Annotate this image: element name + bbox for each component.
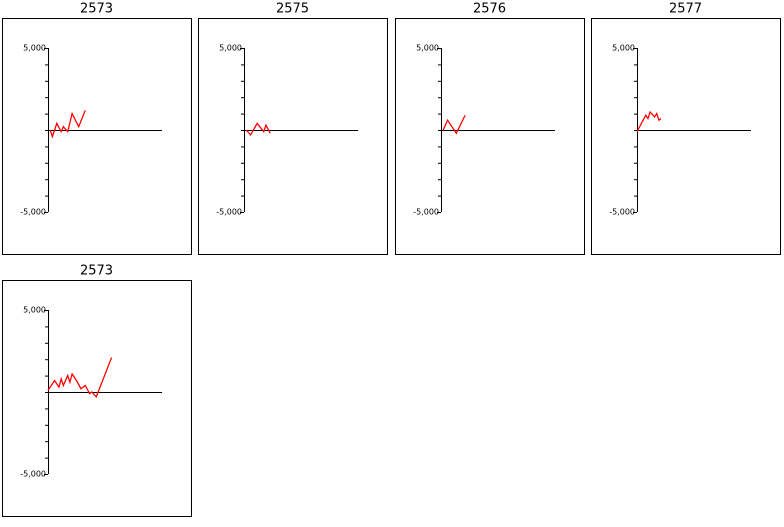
- series-line: [47, 357, 113, 399]
- series-line: [49, 110, 86, 139]
- series-line: [442, 114, 466, 135]
- y-tick-label: -5,000: [20, 208, 46, 217]
- panel-title: 2575: [276, 2, 309, 17]
- series-line: [245, 122, 271, 137]
- y-tick-label: 5,000: [219, 44, 242, 53]
- panel: 2577 5,000 -5,000: [591, 2, 781, 255]
- panel-title: 2573: [80, 264, 113, 279]
- y-tick-label: 5,000: [612, 44, 635, 53]
- panel: 2576 5,000 -5,000: [395, 2, 585, 255]
- panel: 2573 5,000 -5,000: [2, 264, 192, 517]
- panel-frame: [2, 280, 192, 517]
- panel-title: 2573: [80, 2, 113, 17]
- panel-frame: [2, 18, 192, 255]
- y-tick-label: -5,000: [216, 208, 242, 217]
- panel-title: 2576: [473, 2, 506, 17]
- y-tick-label: -5,000: [20, 470, 46, 479]
- panel-title: 2577: [669, 2, 702, 17]
- series-line: [636, 110, 662, 132]
- panel-frame: [198, 18, 388, 255]
- panel-frame: [591, 18, 781, 255]
- panel: 2575 5,000 -5,000: [198, 2, 388, 255]
- y-tick-label: 5,000: [23, 44, 46, 53]
- y-tick-label: 5,000: [416, 44, 439, 53]
- y-tick-label: -5,000: [413, 208, 439, 217]
- y-tick-label: -5,000: [609, 208, 635, 217]
- y-tick-label: 5,000: [23, 306, 46, 315]
- panel: 2573 5,000 -5,000: [2, 2, 192, 255]
- panel-frame: [395, 18, 585, 255]
